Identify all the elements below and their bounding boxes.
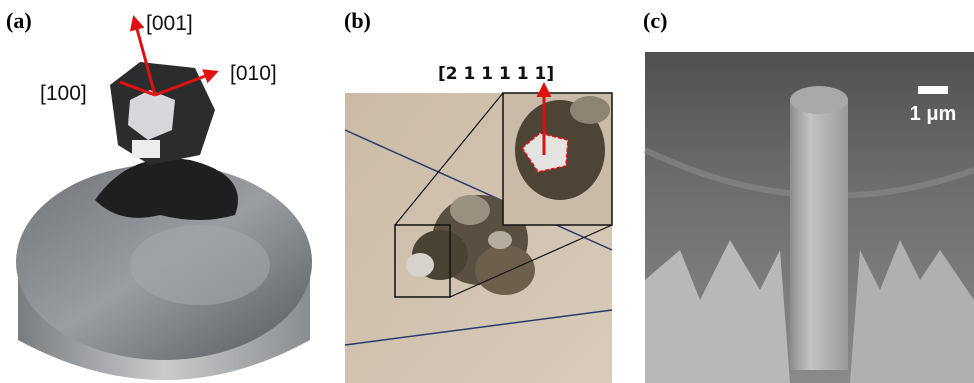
panel-b: (b) [2 1 1 1 1 1] [344, 8, 612, 383]
panel-label: (b) [344, 8, 371, 33]
panel-label: (c) [643, 8, 667, 33]
glue [95, 158, 238, 220]
inset-crystal [570, 96, 610, 124]
panel-a: (a) [001] [010] [100] [6, 8, 312, 380]
panel-label: (a) [6, 8, 32, 33]
scale-bar [918, 86, 948, 94]
direction-label: [2 1 1 1 1 1] [438, 64, 554, 84]
panel-c: (c) 1 μm [643, 8, 974, 383]
pillar-top [790, 86, 848, 114]
direction-label: [100] [40, 82, 87, 105]
disc-reflection [130, 225, 270, 305]
direction-label: [010] [230, 62, 277, 85]
pillar [790, 100, 848, 370]
scale-label: 1 μm [910, 103, 957, 125]
crystal-bottom [132, 140, 160, 158]
direction-label: [001] [146, 12, 193, 35]
figure: (a) [001] [010] [100] (b) [2 1 1 1 1 1] [0, 0, 974, 383]
